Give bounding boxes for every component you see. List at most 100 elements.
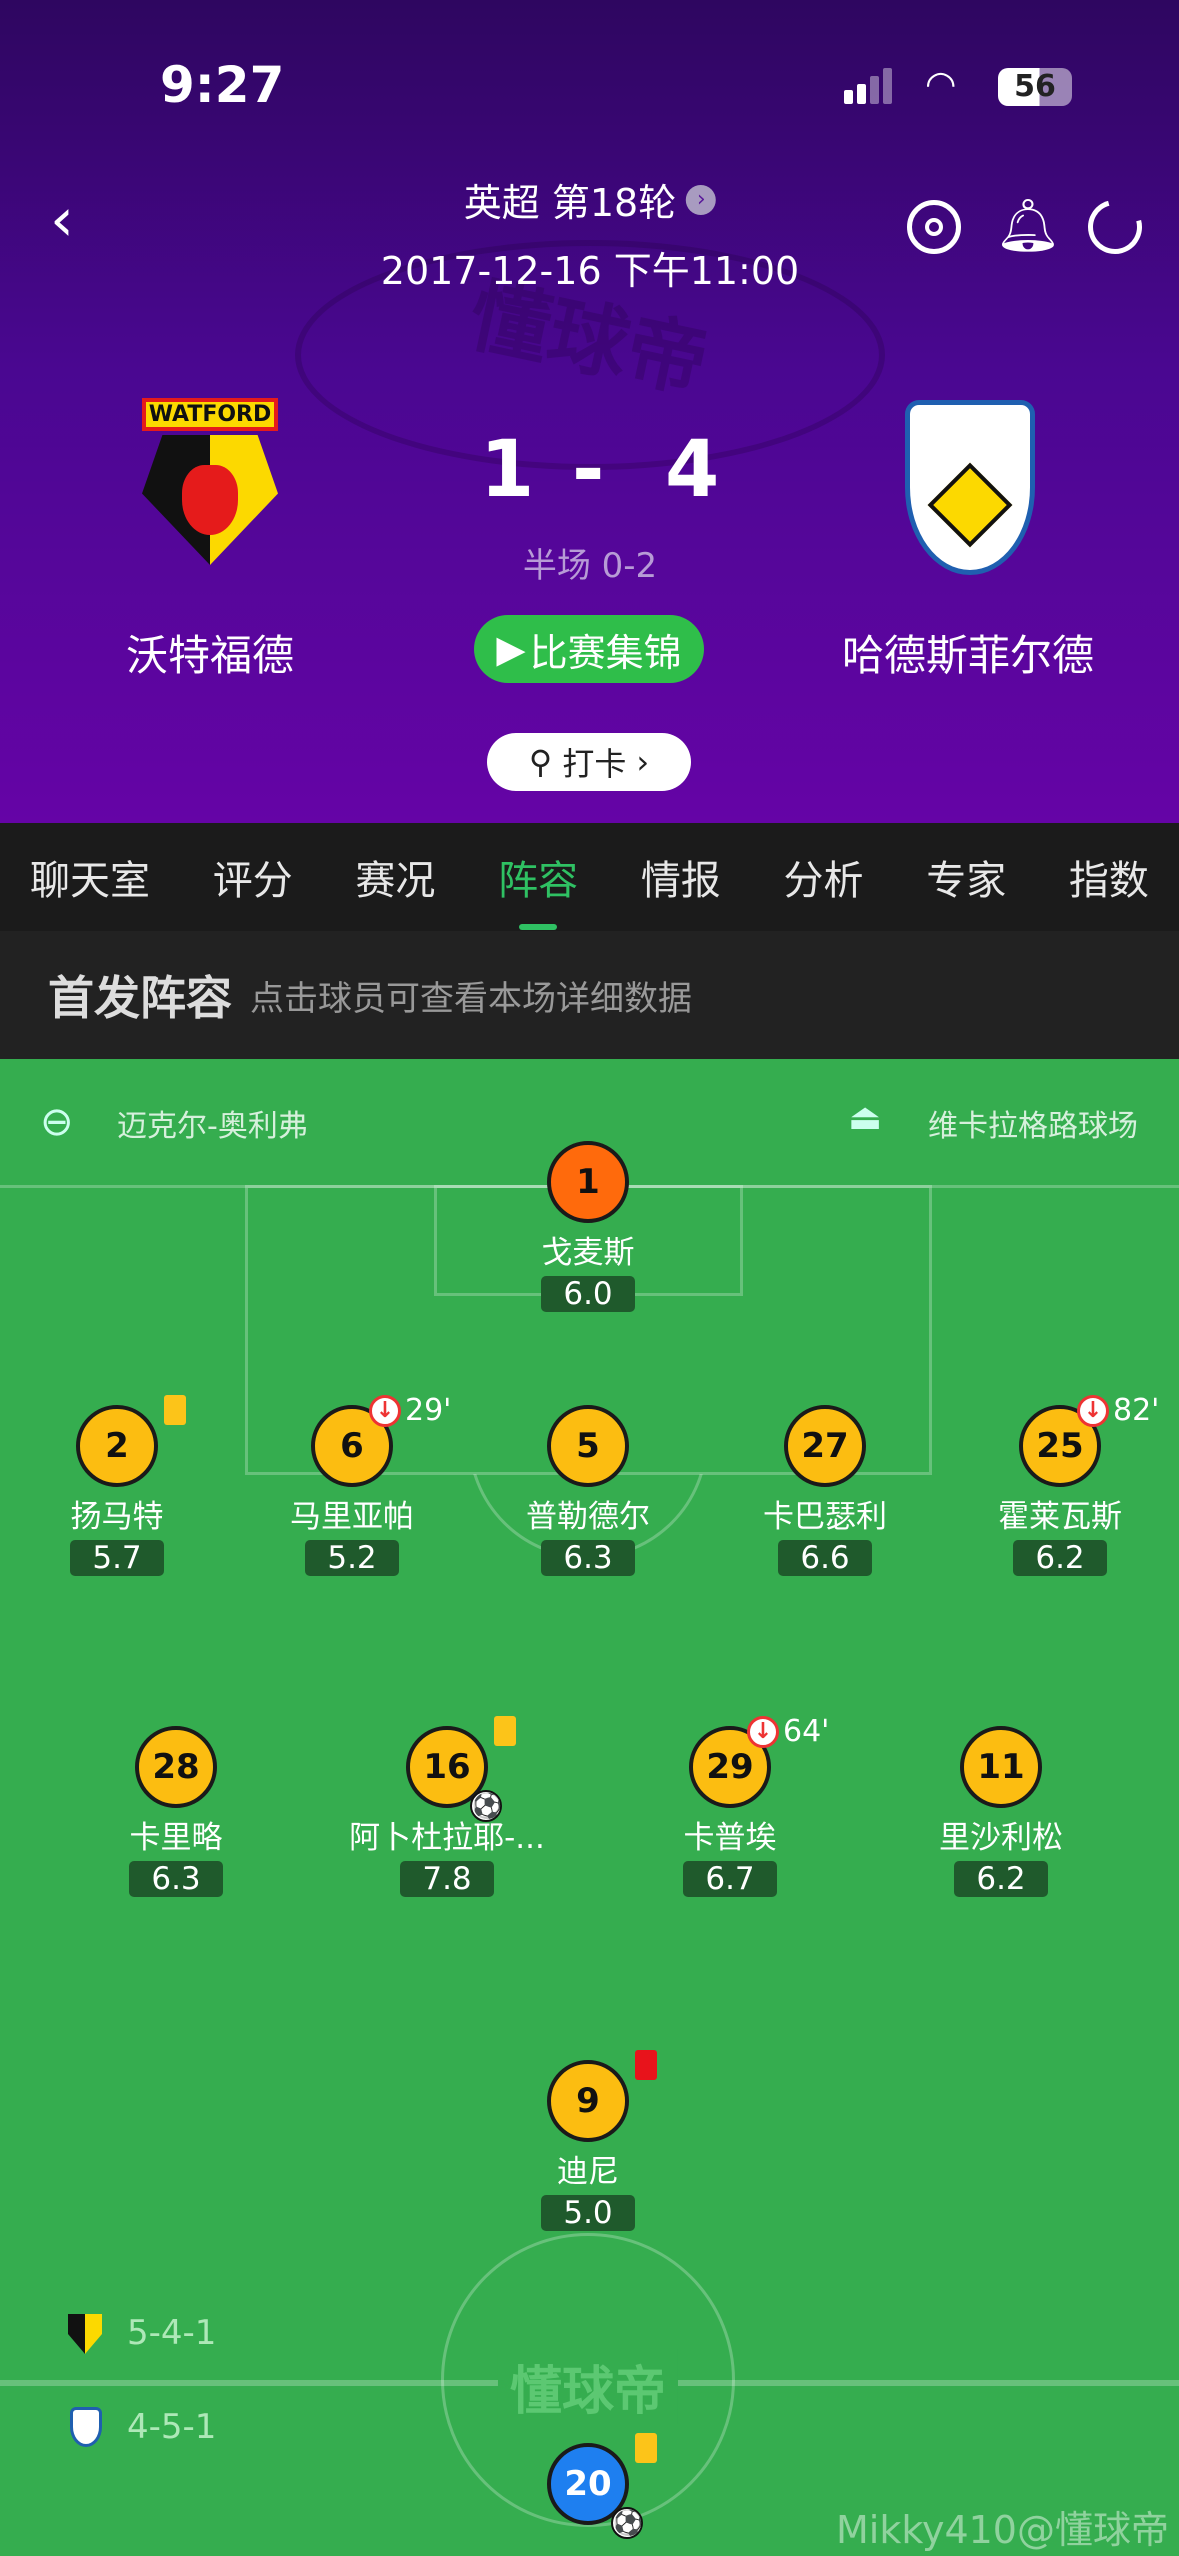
stadium-name: 维卡拉格路球场: [928, 1109, 1138, 1144]
status-time: 9:27: [160, 56, 285, 114]
sub-out-arrow-icon: ↓: [747, 1715, 779, 1748]
watermark-logo: 懂球帝: [497, 2349, 679, 2424]
home-score: 1: [480, 425, 535, 515]
sub-minute: 29': [405, 1393, 452, 1428]
substitution-out: ↓ 64': [747, 1714, 829, 1749]
player-9[interactable]: 9 迪尼 5.0: [468, 2050, 708, 2231]
wifi-icon: ◠: [925, 64, 957, 105]
player-11[interactable]: 11 里沙利松 6.2: [881, 1726, 1121, 1897]
player-name: 普勒德尔: [526, 1499, 650, 1535]
goal-ball-icon: ⚽: [470, 1790, 502, 1822]
bell-icon[interactable]: 🔔︎: [995, 196, 1062, 256]
lineup-header: 首发阵容 点击球员可查看本场详细数据: [0, 931, 1179, 1059]
player-name: 霍莱瓦斯: [998, 1499, 1122, 1535]
chevron-right-icon: ›: [686, 184, 717, 215]
highlights-button[interactable]: ▶ 比赛集锦: [474, 615, 704, 683]
player-number: 28: [135, 1726, 217, 1808]
player-5[interactable]: 5 普勒德尔 6.3: [468, 1405, 708, 1576]
league-round: 英超 第18轮: [463, 181, 677, 225]
away-formation: 4-5-1: [127, 2407, 217, 2447]
red-card-icon: [635, 2050, 657, 2080]
center-circle: [441, 2233, 735, 2527]
player-6[interactable]: 6 ↓ 29' 马里亚帕 5.2: [232, 1393, 472, 1576]
player-name: 阿卜杜拉耶-...: [349, 1820, 545, 1856]
yellow-card-icon: [164, 1395, 186, 1425]
player-rating: 6.7: [683, 1861, 777, 1897]
match-datetime: 2017-12-16 下午11:00: [380, 249, 800, 293]
badge-text: WATFORD: [146, 402, 274, 427]
sub-minute: 82': [1113, 1393, 1160, 1428]
home-team-badge[interactable]: WATFORD: [130, 398, 290, 578]
goal-ball-icon: ⚽: [611, 2507, 643, 2539]
player-number: 2: [76, 1405, 158, 1487]
player-name: 戈麦斯: [541, 1235, 635, 1271]
chevron-right-icon: ›: [636, 743, 650, 781]
player-29[interactable]: 29 ↓ 64' 卡普埃 6.7: [610, 1714, 850, 1897]
player-number: 5: [547, 1405, 629, 1487]
sub-out-arrow-icon: ↓: [1077, 1394, 1109, 1427]
home-team-name[interactable]: 沃特福德: [125, 631, 295, 680]
tab-6[interactable]: 专家: [926, 858, 1007, 904]
tab-5[interactable]: 分析: [783, 858, 864, 904]
player-rating: 6.2: [1013, 1540, 1107, 1576]
player-rating: 5.2: [305, 1540, 399, 1576]
tab-1[interactable]: 评分: [212, 858, 293, 904]
pitch: ⊖ 迈克尔-奥利弗 ⏏ 维卡拉格路球场 懂球帝 5-4-1 4-5-1 1 戈麦斯…: [0, 1059, 1179, 2556]
credit-watermark: Mikky410@懂球帝: [835, 2508, 1169, 2552]
location-pin-icon: ⚲: [528, 743, 553, 781]
yellow-card-icon: [494, 1716, 516, 1746]
player-1[interactable]: 1 戈麦斯 6.0: [468, 1141, 708, 1312]
away-team-mini-badge: [70, 2407, 102, 2447]
watermark-circle: [295, 240, 885, 470]
player-number: 29: [689, 1726, 771, 1808]
battery-indicator: 56: [998, 68, 1072, 106]
lineup-hint: 点击球员可查看本场详细数据: [250, 978, 692, 1019]
player-name: 卡普埃: [683, 1820, 777, 1856]
player-16[interactable]: 16 ⚽ 阿卜杜拉耶-... 7.8: [327, 1716, 567, 1897]
home-formation: 5-4-1: [127, 2313, 217, 2353]
player-27[interactable]: 27 卡巴瑟利 6.6: [705, 1405, 945, 1576]
league-round-link[interactable]: 英超 第18轮 ›: [463, 172, 717, 227]
player-2[interactable]: 2 扬马特 5.7: [0, 1395, 237, 1576]
tab-0[interactable]: 聊天室: [30, 858, 150, 904]
tab-7[interactable]: 指数: [1068, 858, 1149, 904]
match-header: 懂球帝 9:27 ◠ 56 ‹ 英超 第18轮 › 2017-12-16 下午1…: [0, 0, 1179, 823]
away-team-name[interactable]: 哈德斯菲尔德: [841, 631, 1095, 680]
checkin-label: 打卡: [562, 745, 627, 783]
whistle-icon: ⊖: [40, 1099, 74, 1145]
tab-bar: 聊天室 评分 赛况 阵容 情报 分析 专家 指数: [0, 823, 1179, 931]
yellow-card-icon: [635, 2433, 657, 2463]
player-20[interactable]: 20 ⚽: [468, 2433, 708, 2539]
tab-4[interactable]: 情报: [640, 858, 721, 904]
away-score: 4: [665, 425, 720, 515]
player-rating: 6.3: [541, 1540, 635, 1576]
tab-3[interactable]: 阵容: [498, 848, 578, 930]
checkin-button[interactable]: ⚲ 打卡 ›: [487, 733, 691, 791]
player-rating: 6.3: [129, 1861, 223, 1897]
signal-icon: [844, 68, 892, 104]
player-number: 20: [547, 2443, 629, 2525]
player-number: 1: [547, 1141, 629, 1223]
player-number: 11: [960, 1726, 1042, 1808]
share-icon[interactable]: [1078, 190, 1152, 264]
tab-2[interactable]: 赛况: [355, 858, 436, 904]
player-25[interactable]: 25 ↓ 82' 霍莱瓦斯 6.2: [940, 1393, 1179, 1576]
player-number: 9: [547, 2060, 629, 2142]
player-number: 25: [1019, 1405, 1101, 1487]
substitution-out: ↓ 82': [1077, 1393, 1159, 1428]
player-28[interactable]: 28 卡里略 6.3: [56, 1726, 296, 1897]
referee-name: 迈克尔-奥利弗: [117, 1109, 308, 1144]
player-rating: 6.0: [541, 1276, 635, 1312]
sub-out-arrow-icon: ↓: [369, 1394, 401, 1427]
player-name: 卡里略: [129, 1820, 223, 1856]
stadium-icon: ⏏: [848, 1097, 883, 1138]
player-rating: 7.8: [400, 1861, 494, 1897]
lineup-title: 首发阵容: [48, 971, 232, 1025]
player-name: 马里亚帕: [290, 1499, 414, 1535]
score-separator: -: [572, 425, 605, 515]
player-name: 迪尼: [557, 2154, 619, 2190]
play-icon: ▶: [496, 627, 526, 671]
away-team-badge[interactable]: [905, 400, 1035, 575]
live-view-icon[interactable]: [907, 200, 961, 254]
back-icon[interactable]: ‹: [50, 185, 74, 255]
